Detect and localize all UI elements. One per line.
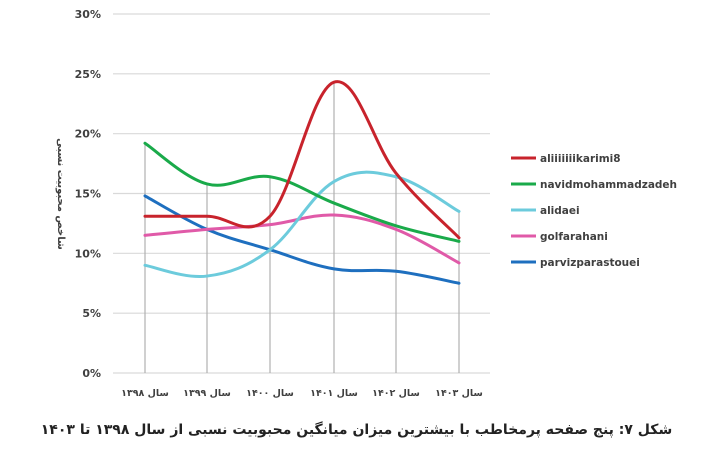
- legend-label: aliiiiiiikarimi8: [540, 153, 621, 165]
- legend: aliiiiiiikarimi8 navidmohammadzadeh alidae…: [511, 153, 677, 269]
- y-tick-label: 15%: [75, 188, 101, 201]
- series-line-parvizparastouei: [143, 194, 461, 285]
- legend-item: golfarahani: [511, 231, 608, 243]
- series-line-golfarahani: [143, 213, 461, 265]
- legend-label: navidmohammadzadeh: [540, 179, 677, 191]
- x-tick-label: سال ۱۳۹۹: [183, 388, 231, 399]
- y-tick-label: 5%: [82, 307, 101, 320]
- x-axis-ticks: سال ۱۳۹۸ سال ۱۳۹۹ سال ۱۴۰۰ سال ۱۴۰۱ سال ۱۴۰۲…: [121, 388, 483, 399]
- legend-item: alidaei: [511, 205, 580, 217]
- series-line-aliiiiiiikarimi8: [143, 80, 461, 240]
- legend-label: golfarahani: [540, 231, 608, 243]
- y-tick-label: 20%: [75, 128, 101, 141]
- chart-canvas: 0%5%10%15%20%25%30% سال ۱۳۹۸ سال ۱۳۹۹ سال …: [55, 8, 677, 399]
- figure-caption: شکل ۷: پنج صفحه پرمخاطب با بیشترین میزان…: [40, 422, 673, 438]
- x-tick-label: سال ۱۴۰۱: [310, 388, 358, 399]
- y-axis-label: شاخص محبوبیت نسبی: [55, 138, 66, 250]
- y-tick-label: 25%: [75, 68, 101, 81]
- y-tick-label: 0%: [82, 367, 101, 380]
- series-line-navidmohammadzadeh: [143, 141, 461, 243]
- x-tick-label: سال ۱۴۰۳: [435, 388, 483, 399]
- legend-item: parvizparastouei: [511, 257, 640, 269]
- legend-item: aliiiiiiikarimi8: [511, 153, 621, 165]
- gridlines: [113, 13, 490, 374]
- category-drop-lines: [144, 82, 460, 373]
- legend-item: navidmohammadzadeh: [511, 179, 677, 191]
- legend-label: alidaei: [540, 205, 580, 217]
- x-tick-label: سال ۱۳۹۸: [121, 388, 169, 399]
- legend-label: parvizparastouei: [540, 257, 640, 269]
- x-tick-label: سال ۱۴۰۲: [372, 388, 420, 399]
- data-series: [143, 80, 461, 285]
- y-axis-ticks: 0% 5% 10% 15% 20% 25% 30%: [75, 8, 101, 380]
- y-tick-label: 30%: [75, 8, 101, 21]
- x-tick-label: سال ۱۴۰۰: [246, 388, 294, 399]
- y-tick-label: 10%: [75, 247, 101, 260]
